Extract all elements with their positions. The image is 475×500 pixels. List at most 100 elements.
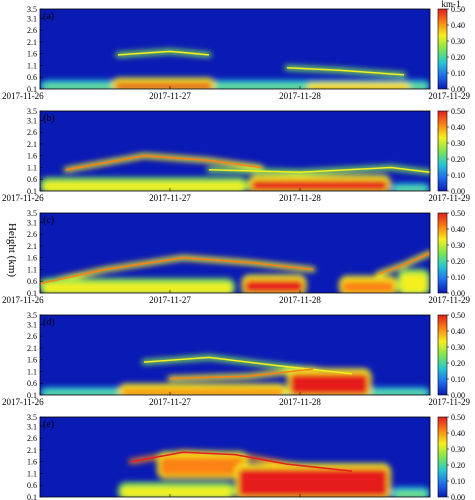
x-tick-label: 2017-11-28 — [279, 193, 321, 203]
aerosol-layer-core — [130, 451, 353, 472]
x-tick-label: 2017-11-29 — [428, 91, 470, 101]
colorbar-tick-label: 0.30 — [451, 139, 465, 148]
x-tick-label: 2017-11-27 — [149, 91, 191, 101]
y-tick-label: 0.6 — [27, 277, 37, 286]
colorbar-tick-label: 0.40 — [451, 327, 465, 336]
heatmap-field — [40, 111, 430, 191]
y-tick-label: 1.1 — [27, 469, 37, 478]
panel-label: (b) — [43, 113, 55, 124]
colorbar — [437, 314, 448, 396]
y-tick-label: 0.1 — [27, 391, 37, 400]
colorbar-tick-label: 0.00 — [451, 187, 465, 196]
y-tick-label: 3.1 — [27, 14, 37, 23]
colorbar-tick-label: 0.50 — [451, 5, 465, 14]
y-tick-label: 3.5 — [27, 209, 37, 218]
x-tick-label: 2017-11-26 — [2, 397, 44, 407]
extinction-layer — [400, 273, 427, 293]
colorbar-tick-label: 0.40 — [451, 21, 465, 30]
colorbar-tick-label: 0.20 — [451, 359, 465, 368]
colorbar-unit: km-1 — [442, 0, 461, 9]
colorbar-tick-label: 0.50 — [451, 413, 465, 422]
panel-frame — [39, 416, 431, 498]
y-tick-label: 0.1 — [27, 289, 37, 298]
extinction-halo — [306, 82, 411, 89]
x-tick-label: 2017-11-26 — [2, 295, 44, 305]
aerosol-layer-core — [40, 256, 314, 285]
colorbar-tick-label: 0.30 — [451, 37, 465, 46]
colorbar-tick-label: 0.00 — [451, 493, 465, 500]
y-tick-label: 1.1 — [27, 61, 37, 70]
aerosol-layer-core — [377, 252, 430, 275]
y-tick-label: 0.6 — [27, 481, 37, 490]
y-tick-label: 2.1 — [27, 446, 37, 455]
y-tick-label: 2.6 — [27, 332, 37, 341]
heatmap-field — [40, 417, 430, 497]
colorbar-tick-label: 0.50 — [451, 311, 465, 320]
colorbar-tick-label: 0.10 — [451, 69, 465, 78]
x-tick-label: 2017-11-27 — [149, 193, 191, 203]
colorbar-tick-label: 0.50 — [451, 209, 465, 218]
colorbar-tick-label: 0.10 — [451, 375, 465, 384]
colorbar-tick-label: 0.00 — [451, 85, 465, 94]
panel-label: (d) — [43, 317, 55, 328]
x-tick-label: 2017-11-28 — [279, 397, 321, 407]
heatmap-field — [40, 9, 430, 89]
y-axis-label: Height (km) — [6, 223, 18, 277]
panel-label: (e) — [43, 419, 54, 430]
y-tick-label: 0.1 — [27, 85, 37, 94]
aerosol-layer-core — [208, 166, 430, 173]
colorbar-tick-label: 0.20 — [451, 257, 465, 266]
panel-frame — [39, 314, 431, 396]
extinction-layer — [342, 280, 395, 293]
colorbar-tick-label: 0.40 — [451, 225, 465, 234]
colorbar — [437, 110, 448, 192]
y-tick-label: 3.1 — [27, 116, 37, 125]
panel-frame — [39, 110, 431, 192]
aerosol-layer-core — [286, 67, 405, 76]
extinction-layer — [244, 279, 304, 293]
colorbar — [437, 212, 448, 294]
x-tick-label: 2017-11-27 — [149, 295, 191, 305]
y-tick-label: 1.6 — [27, 356, 37, 365]
heatmap-panel: (e)0.10.61.11.62.12.63.13.52017-11-26201… — [2, 413, 470, 500]
extinction-layer — [394, 491, 427, 497]
y-tick-label: 2.6 — [27, 26, 37, 35]
y-tick-label: 1.6 — [27, 152, 37, 161]
panel-label: (a) — [43, 11, 54, 22]
extinction-layer — [160, 456, 245, 476]
colorbar-tick-label: 0.30 — [451, 241, 465, 250]
heatmap-field — [40, 213, 430, 293]
heatmap-field — [40, 315, 430, 395]
panel-frame — [39, 8, 431, 90]
y-tick-label: 0.6 — [27, 379, 37, 388]
y-tick-label: 0.6 — [27, 73, 37, 82]
y-tick-label: 0.1 — [27, 187, 37, 196]
extinction-layer — [43, 283, 232, 293]
y-tick-label: 0.6 — [27, 175, 37, 184]
x-tick-label: 2017-11-29 — [428, 193, 470, 203]
heatmap-panel: (d) 0.1 0.6 1.1 1.6 2.1 2.6 3.13.5 2017-11-26 201… — [2, 311, 470, 407]
colorbar — [437, 8, 448, 90]
y-tick-label: 3.5 — [27, 311, 37, 320]
y-tick-label: 2.6 — [27, 128, 37, 137]
y-tick-label: 2.1 — [27, 38, 37, 47]
extinction-layer — [114, 82, 213, 89]
y-tick-label: 1.1 — [27, 265, 37, 274]
extinction-layer — [238, 468, 388, 497]
colorbar-tick-label: 0.20 — [451, 155, 465, 164]
heatmap-panel: (c) 0.1 0.6 1.1 1.6 2.1 2.6 3.13.5 2017-11-26 201… — [2, 209, 470, 305]
colorbar-tick-label: 0.40 — [451, 123, 465, 132]
colorbar-tick-label: 0.40 — [451, 429, 465, 438]
panel-frame — [39, 212, 431, 294]
y-tick-label: 2.1 — [27, 242, 37, 251]
x-tick-label: 2017-11-28 — [279, 91, 321, 101]
y-tick-label: 1.1 — [27, 367, 37, 376]
y-tick-label: 0.1 — [27, 493, 37, 500]
y-tick-label: 3.1 — [27, 218, 37, 227]
colorbar-tick-label: 0.00 — [451, 391, 465, 400]
colorbar-tick-label: 0.30 — [451, 445, 465, 454]
aerosol-layer-core — [169, 368, 314, 380]
aerosol-layer-core — [117, 50, 210, 56]
y-tick-label: 2.6 — [27, 434, 37, 443]
